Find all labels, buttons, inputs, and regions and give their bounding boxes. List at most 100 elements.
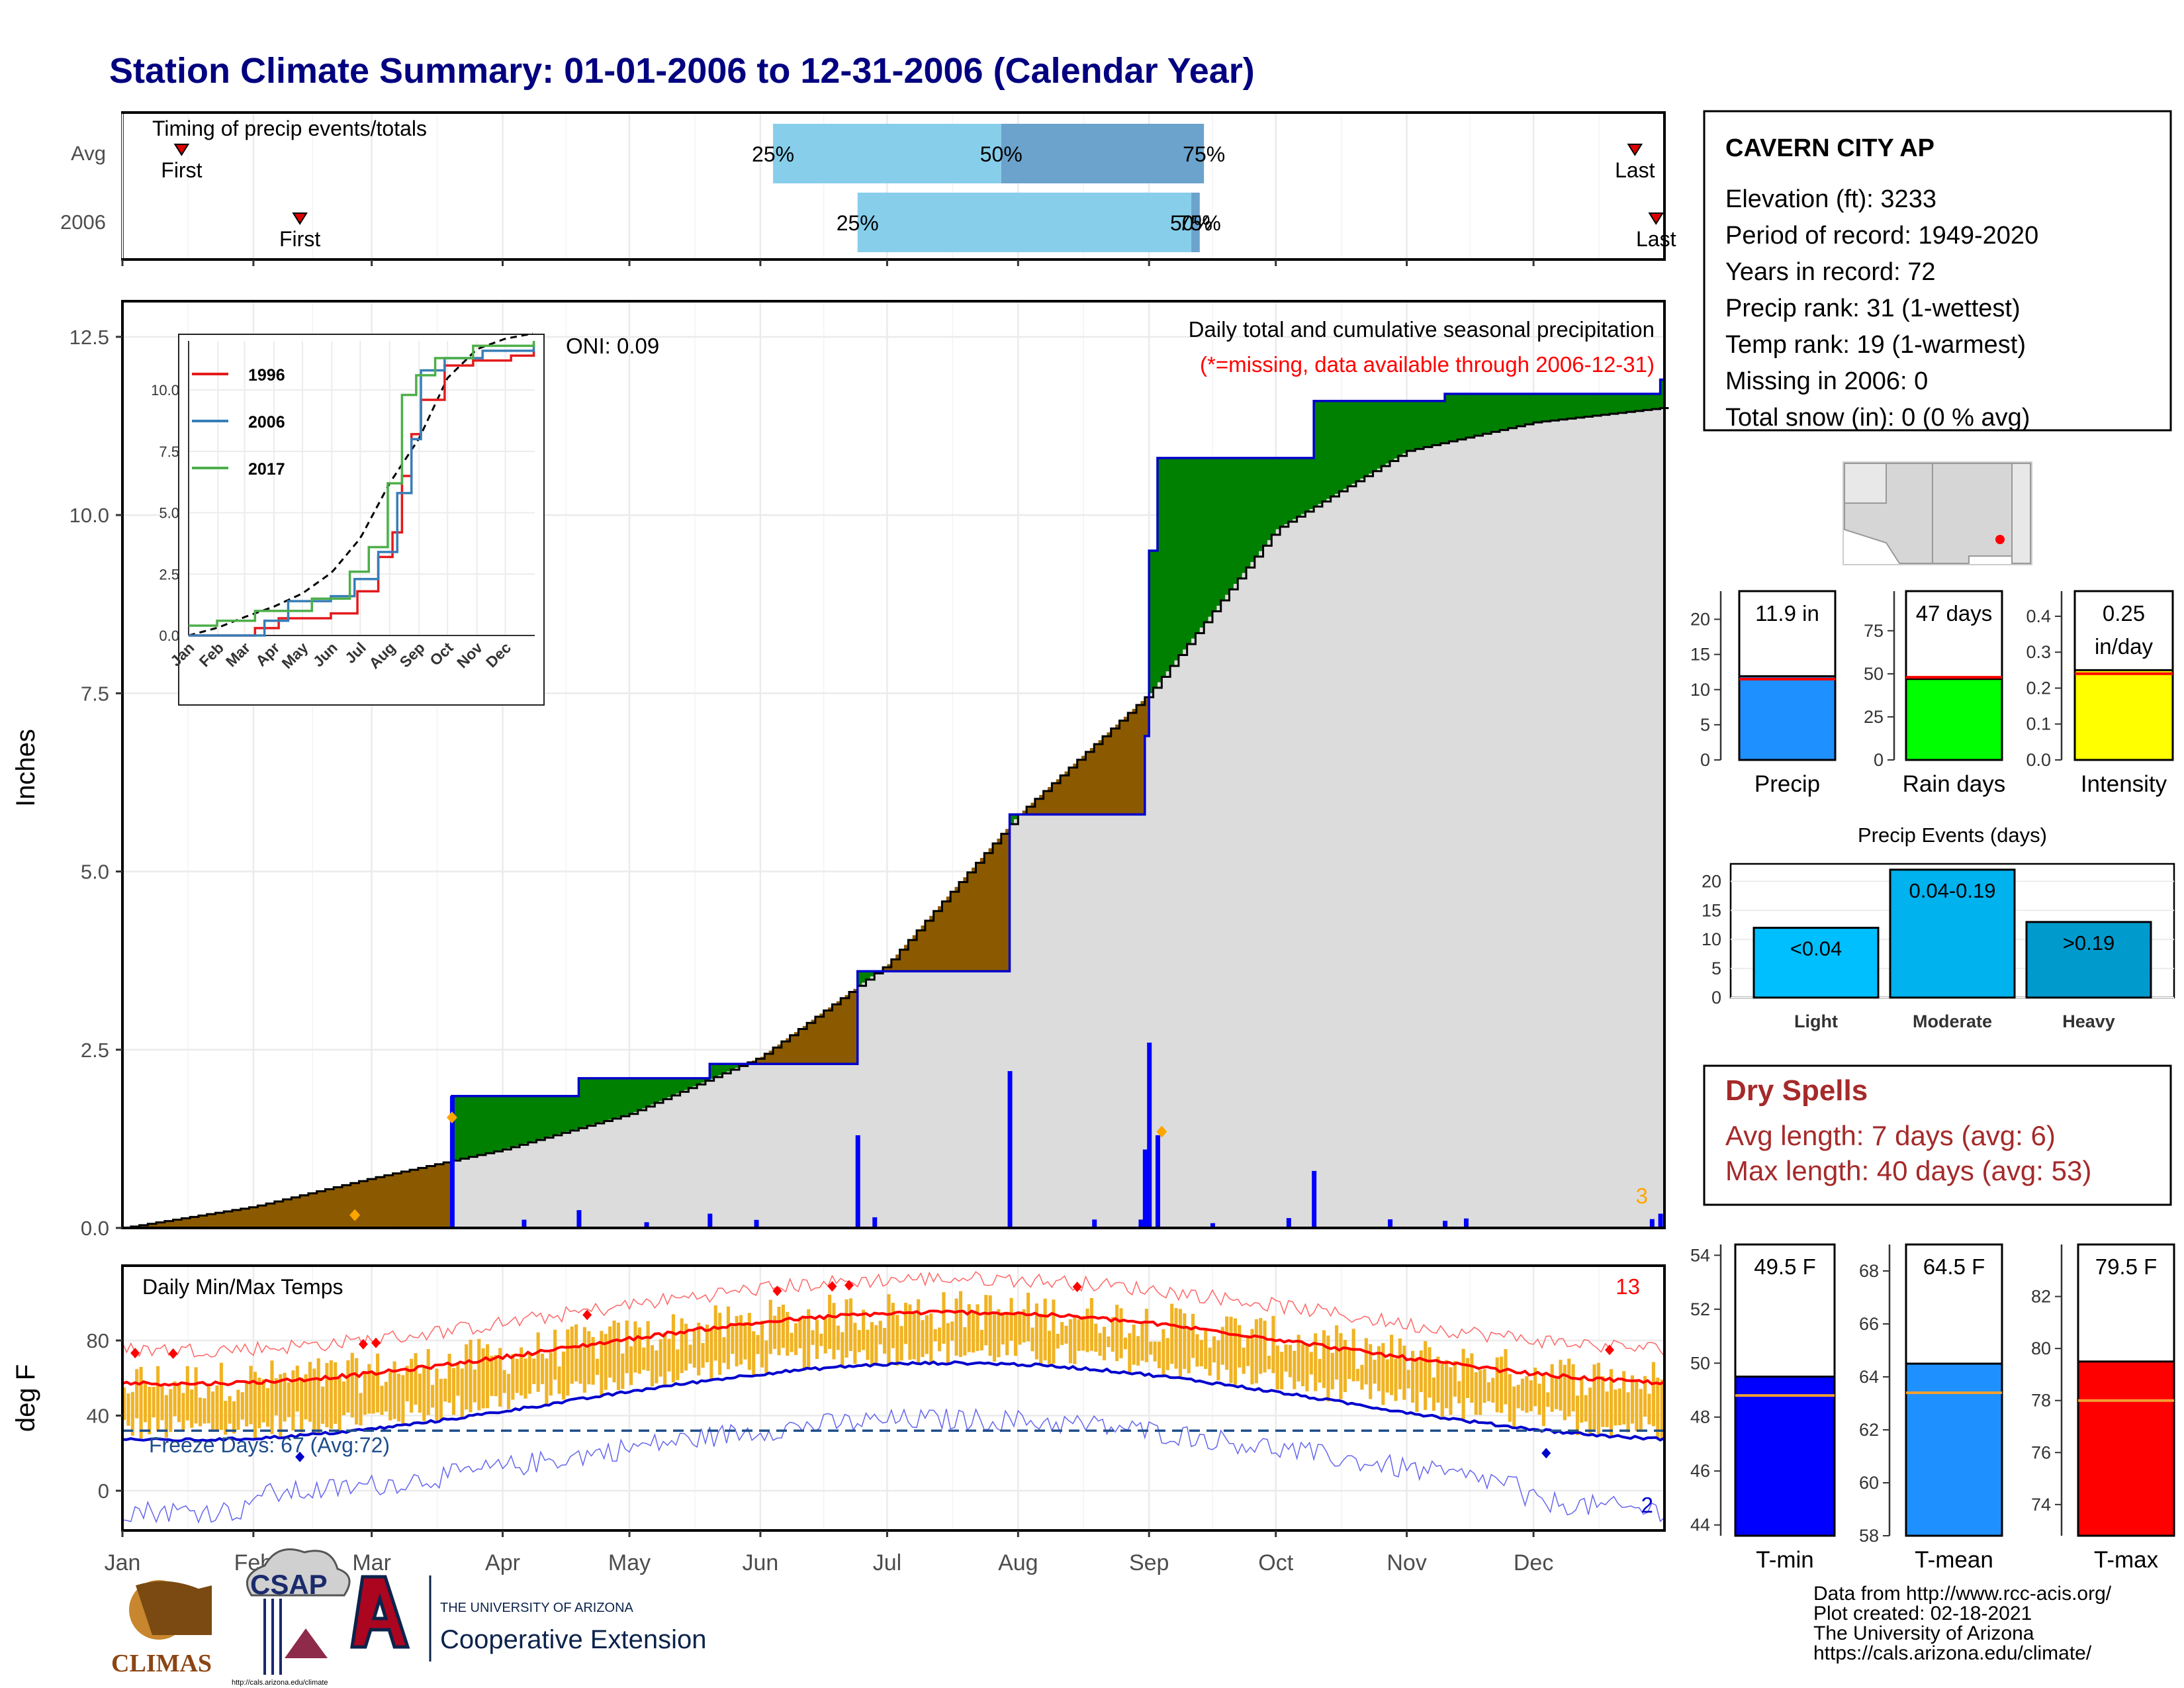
precip-climo-fill — [1305, 511, 1310, 1229]
avg-min-temp-line — [122, 1360, 1665, 1442]
temps-title: Daily Min/Max Temps — [142, 1275, 343, 1299]
temp-daily-bar — [903, 1303, 908, 1344]
temp-daily-bar — [781, 1304, 785, 1348]
precip-climo-fill — [1385, 463, 1390, 1229]
precip-anomaly-fill — [1533, 394, 1539, 423]
temp-daily-bar — [950, 1321, 954, 1341]
precip-anomaly-fill — [215, 1213, 220, 1228]
temp-daily-bar — [1001, 1312, 1005, 1345]
precip-anomaly-fill — [334, 1187, 339, 1228]
precip-climo-fill — [857, 986, 862, 1228]
mini-y-tick-label: 76 — [2031, 1442, 2051, 1462]
precip-climo-fill — [786, 1064, 791, 1228]
precip-daily-bar — [1142, 1149, 1148, 1228]
precip-anomaly-fill — [536, 1096, 541, 1141]
precip-summary-bar-0: 0 5 10 15 20 11.9 in Precip — [1690, 590, 1837, 797]
mini-y-tick-label: 78 — [2031, 1391, 2051, 1411]
precip-climo-fill — [1626, 412, 1631, 1229]
temp-daily-bar — [1601, 1376, 1605, 1427]
precip-title: Daily total and cumulative seasonal prec… — [1189, 317, 1655, 342]
precip-climo-fill — [1052, 814, 1057, 1228]
precip-climo-fill — [735, 1068, 740, 1228]
temp-daily-bar — [1575, 1395, 1580, 1436]
precip-climo-fill — [1144, 735, 1150, 1228]
temp-daily-bar — [870, 1322, 874, 1365]
station-box-frame — [1703, 110, 2172, 432]
precip-climo-fill — [1592, 416, 1598, 1228]
precip-climo-fill — [465, 1158, 470, 1228]
precip-anomaly-fill — [1541, 394, 1547, 422]
temp-daily-bar — [857, 1330, 861, 1352]
mini-y-tick-label: 66 — [1859, 1314, 1879, 1334]
temp-daily-bar — [979, 1329, 983, 1350]
timing-last-marker — [1627, 144, 1643, 156]
month-label: Jan — [105, 1550, 141, 1575]
precip-climo-fill — [781, 1064, 786, 1228]
record-high-marker — [371, 1337, 381, 1348]
precip-anomaly-fill — [1486, 394, 1492, 433]
temp-daily-bar — [502, 1370, 506, 1393]
logos: CLIMAS CSAP http://cals.arizona.edu/clim… — [111, 1548, 706, 1687]
precip-anomaly-fill — [435, 1164, 440, 1228]
precip-anomaly-fill — [722, 1064, 727, 1074]
temp-daily-bar — [1085, 1308, 1089, 1352]
precip-anomaly-fill — [646, 1078, 651, 1107]
precip-anomaly-fill — [511, 1096, 516, 1147]
temp-daily-bar — [688, 1344, 692, 1364]
precip-anomaly-fill — [261, 1204, 267, 1228]
precip-anomaly-fill — [1495, 394, 1500, 431]
precip-daily-bar — [872, 1217, 878, 1228]
precip-climo-fill — [1309, 509, 1314, 1228]
mini-y-tick-label: 75 — [1864, 621, 1884, 641]
precip-climo-fill — [1596, 415, 1602, 1229]
precip-climo-fill — [553, 1135, 559, 1228]
precip-anomaly-fill — [1601, 394, 1606, 415]
freeze-days-label: Freeze Days: 67 (Avg:72) — [149, 1433, 390, 1457]
temp-daily-bar — [1630, 1375, 1635, 1424]
precip-anomaly-fill — [946, 896, 951, 972]
precip-daily-bar — [855, 1135, 860, 1228]
temp-daily-bar — [760, 1321, 764, 1368]
temp-daily-bar — [1212, 1336, 1216, 1363]
precip-anomaly-fill — [616, 1078, 621, 1118]
precip-anomaly-fill — [363, 1180, 368, 1228]
precip-climo-fill — [1461, 438, 1467, 1228]
precip-climo-line — [122, 407, 1669, 1229]
temp-daily-bar — [308, 1362, 312, 1422]
mini-y-tick-label: 62 — [1859, 1420, 1879, 1440]
temp-daily-bar — [460, 1368, 464, 1417]
precip-anomaly-fill — [388, 1174, 394, 1228]
precip-climo-fill — [1060, 814, 1066, 1228]
precip-anomaly-fill — [553, 1096, 559, 1135]
precip-anomaly-fill — [819, 1013, 825, 1064]
temp-daily-bar — [1491, 1378, 1495, 1403]
temp-daily-bar — [456, 1362, 460, 1396]
precip-anomaly-fill — [1491, 394, 1496, 432]
precip-climo-fill — [1001, 971, 1006, 1228]
precip-climo-fill — [1263, 545, 1268, 1228]
timing-first-marker — [292, 212, 308, 225]
temp-daily-bar — [844, 1299, 848, 1358]
temp-daily-bar — [1445, 1360, 1449, 1409]
precip-anomaly-fill — [1449, 394, 1454, 442]
precip-climo-fill — [527, 1142, 533, 1228]
temp-daily-bar — [553, 1329, 557, 1380]
precip-anomaly-fill — [1250, 457, 1255, 563]
precip-climo-fill — [1199, 628, 1205, 1228]
temp-daily-bar — [1571, 1364, 1575, 1412]
precip-anomaly-fill — [1140, 701, 1146, 815]
avg-max-temp-line — [122, 1309, 1665, 1387]
precip-climo-fill — [972, 971, 977, 1228]
csap-cloud-icon — [246, 1548, 351, 1597]
precip-anomaly-fill — [1465, 394, 1471, 438]
temp-daily-bar — [1267, 1356, 1271, 1370]
temp-daily-bar — [203, 1398, 206, 1424]
precip-climo-fill — [625, 1115, 630, 1228]
precip-anomaly-fill — [1440, 400, 1445, 444]
temp-daily-bar — [122, 1387, 126, 1421]
precip-climo-fill — [655, 1103, 660, 1228]
precip-climo-fill — [798, 1064, 803, 1228]
precip-anomaly-fill — [967, 872, 972, 972]
temp-daily-bar — [600, 1331, 604, 1398]
events-range-label: 0.04-0.19 — [1909, 879, 1996, 902]
